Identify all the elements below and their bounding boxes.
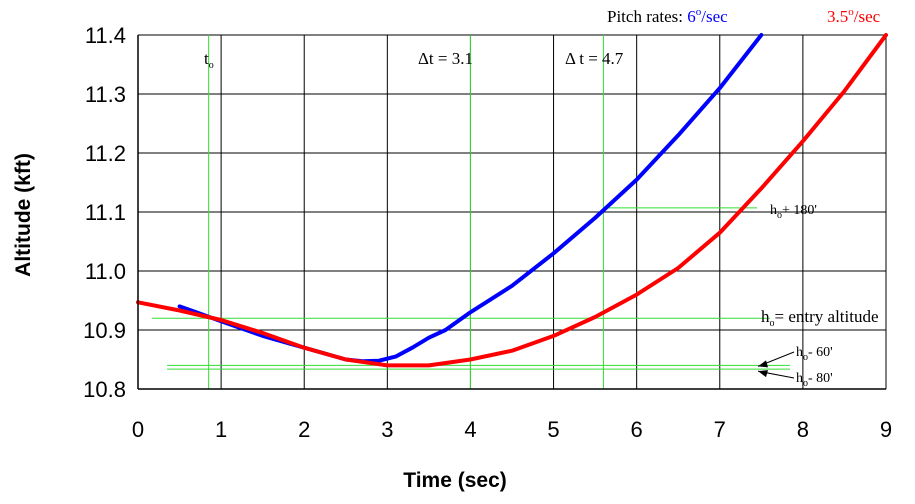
- x-tick-label: 3: [381, 417, 393, 442]
- legend-text: Pitch rates: 6o/sec: [607, 6, 728, 26]
- tick-labels: 0 1 2 3 4 5 6 7 8 9 10.8 10.9 11.0 11.1 11.2 11.3 11.4: [83, 23, 892, 442]
- y-tick-label: 10.9: [83, 318, 126, 343]
- annotation-delta-t-4-7: Δ t = 4.7: [565, 49, 624, 68]
- y-tick-label: 11.2: [85, 141, 126, 166]
- annotation-delta-t-3-1: Δt = 3.1: [418, 49, 473, 68]
- y-tick-label: 11.4: [85, 23, 126, 48]
- annotation-minus-80: ho- 80': [796, 371, 833, 389]
- x-tick-label: 2: [298, 417, 310, 442]
- annotations: to Δt = 3.1 Δ t = 4.7ho+ 180'ho= entry alt…: [204, 49, 879, 389]
- y-tick-label: 11.3: [85, 82, 126, 107]
- x-tick-label: 4: [464, 417, 476, 442]
- annotation-entry-altitude: ho= entry altitude: [761, 307, 879, 329]
- x-tick-label: 9: [880, 417, 892, 442]
- arrowhead-minus-80: [758, 370, 768, 377]
- x-tick-label: 8: [797, 417, 809, 442]
- annotation-plus-180: ho+ 180': [770, 203, 817, 221]
- y-axis-title: Altitude (kft): [12, 153, 35, 277]
- x-axis-title: Time (sec): [403, 469, 507, 492]
- y-tick-label: 11.1: [85, 200, 126, 225]
- x-tick-label: 1: [215, 417, 227, 442]
- x-tick-label: 5: [547, 417, 559, 442]
- legend-text-red: 3.5o/sec: [827, 6, 881, 26]
- arrowhead-minus-60: [758, 360, 768, 367]
- x-tick-label: 0: [132, 417, 144, 442]
- annotation-minus-60: ho- 60': [796, 345, 833, 363]
- y-tick-label: 10.8: [83, 377, 126, 402]
- x-tick-label: 7: [714, 417, 726, 442]
- y-tick-label: 11.0: [85, 259, 126, 284]
- legend: Pitch rates: 6o/sec 3.5o/sec: [607, 6, 881, 26]
- x-tick-label: 6: [631, 417, 643, 442]
